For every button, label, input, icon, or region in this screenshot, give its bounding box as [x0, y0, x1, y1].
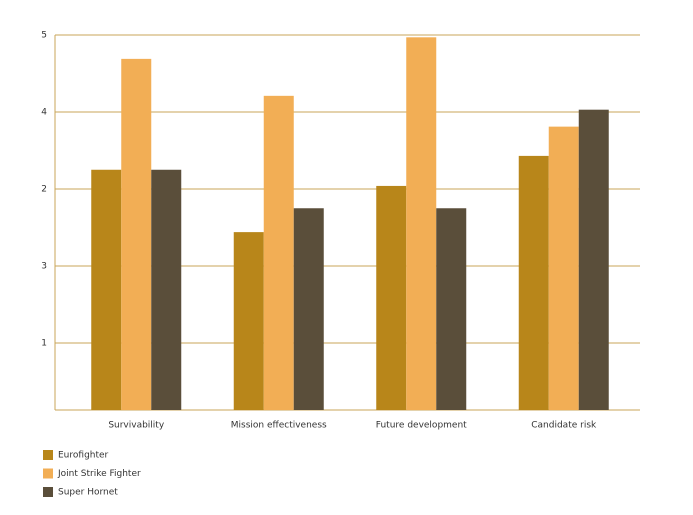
y-tick-label: 3 — [41, 262, 47, 272]
bar — [548, 126, 579, 410]
y-tick-label: 5 — [41, 31, 47, 41]
bar — [578, 109, 609, 411]
bar — [406, 37, 437, 411]
y-tick-label: 4 — [41, 108, 47, 118]
bar — [376, 185, 407, 410]
legend-label: Super Hornet — [58, 488, 118, 498]
bar — [263, 95, 294, 411]
bar — [121, 58, 152, 410]
bar — [293, 208, 324, 410]
x-tick-label: Candidate risk — [531, 421, 597, 431]
legend-swatch — [43, 468, 53, 479]
x-tick-label: Survivability — [108, 421, 165, 431]
bar — [151, 169, 182, 410]
x-tick-label: Mission effectiveness — [231, 421, 327, 431]
y-tick-label: 1 — [41, 339, 47, 349]
y-tick-label: 2 — [41, 185, 47, 195]
bar — [233, 232, 264, 410]
bar — [518, 155, 549, 410]
x-tick-label: Future development — [376, 421, 467, 431]
bar — [91, 169, 122, 410]
bar — [436, 208, 467, 410]
legend-label: Eurofighter — [58, 451, 109, 461]
legend-swatch — [43, 487, 53, 497]
legend-swatch — [43, 450, 53, 460]
legend-label: Joint Strike Fighter — [57, 469, 141, 479]
